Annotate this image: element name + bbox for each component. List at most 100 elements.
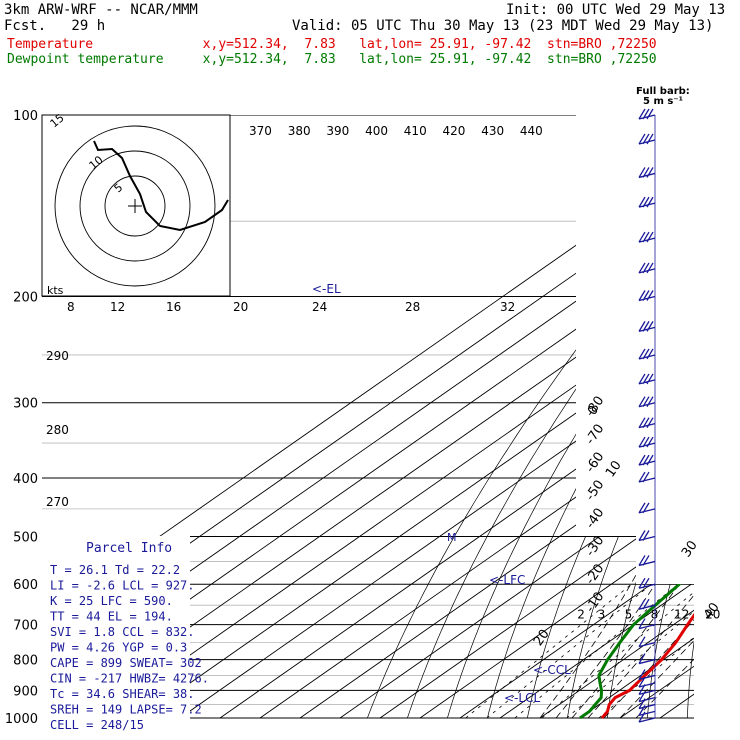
wind-barb bbox=[638, 471, 656, 483]
isotherm-line bbox=[419, 115, 694, 719]
isotherm-label: -40 bbox=[583, 505, 607, 531]
pressure-label: 300 bbox=[13, 397, 38, 412]
moist-adiabat bbox=[619, 296, 694, 719]
m-marker: M bbox=[447, 531, 457, 544]
mixing-ratio-label: 20 bbox=[705, 608, 720, 622]
dry-adiabat bbox=[647, 115, 694, 719]
wind-barb bbox=[638, 436, 656, 448]
isotherm-line bbox=[539, 115, 694, 719]
isotherm-label: -50 bbox=[583, 478, 607, 504]
isotherm-line bbox=[700, 115, 740, 718]
wind-barb bbox=[638, 691, 656, 703]
temp-axis-label: 24 bbox=[312, 300, 327, 314]
wind-barb bbox=[638, 502, 656, 514]
wind-barb bbox=[638, 262, 656, 274]
barb-legend-title: Full barb: bbox=[636, 86, 690, 97]
temp-axis-label: 20 bbox=[233, 300, 248, 314]
isotherm-label: 10 bbox=[603, 458, 625, 480]
pressure-label: 700 bbox=[13, 619, 38, 634]
mixing-ratio-label: 12 bbox=[674, 608, 689, 622]
theta-side-label: 270 bbox=[46, 495, 69, 509]
lcl-marker: <-LCL bbox=[504, 691, 540, 705]
theta-labels: 370 380 390 400 410 420 430 440 8 12 16 20 24 28 32 290… bbox=[43, 122, 543, 509]
wind-barb bbox=[638, 196, 656, 208]
init-time: Init: 00 UTC Wed 29 May 13 bbox=[506, 2, 726, 18]
mixing-ratio-labels: 2 3 5 8 12 20 bbox=[577, 608, 720, 622]
isotherm-label: -30 bbox=[583, 533, 607, 559]
temperature-legend: Temperature x,y=512.34, 7.83 lat,lon= 25… bbox=[7, 37, 657, 52]
isotherm-label: 30 bbox=[679, 538, 701, 560]
parcel-info-row: SVI = 1.8 CCL = 832. bbox=[50, 625, 195, 639]
parcel-info-row: CAPE = 899 SWEAT= 302 bbox=[50, 656, 202, 670]
isotherm-line bbox=[499, 115, 694, 719]
isotherm-line bbox=[619, 115, 694, 719]
theta-label: 440 bbox=[520, 124, 543, 138]
isotherm-label: -20 bbox=[583, 561, 607, 587]
hodograph-units: kts bbox=[47, 284, 64, 297]
wind-barb bbox=[638, 618, 656, 630]
theta-side-label: 280 bbox=[46, 423, 69, 437]
mixing-ratio-line bbox=[486, 583, 652, 719]
hodograph-ring bbox=[54, 125, 216, 287]
dry-adiabat bbox=[607, 115, 694, 719]
isotherm-line bbox=[219, 115, 694, 719]
theta-label: 420 bbox=[443, 124, 466, 138]
lfc-marker: <-LFC bbox=[489, 573, 525, 587]
isotherm-line bbox=[259, 115, 694, 719]
parcel-info-row: CIN = -217 HWBZ= 4276. bbox=[50, 672, 209, 686]
temp-axis-label: 32 bbox=[500, 300, 515, 314]
wind-barb bbox=[638, 348, 656, 360]
pressure-label: 900 bbox=[13, 684, 38, 699]
wind-barb bbox=[638, 108, 656, 120]
parcel-info-row: Tc = 34.6 SHEAR= 38. bbox=[50, 687, 195, 701]
theta-label: 370 bbox=[249, 124, 272, 138]
moist-adiabat bbox=[555, 296, 694, 719]
dry-adiabat bbox=[407, 115, 694, 719]
theta-label: 390 bbox=[326, 124, 349, 138]
ccl-marker: <-CCL bbox=[533, 663, 571, 677]
wind-barb bbox=[638, 231, 656, 243]
hodograph-ring bbox=[104, 175, 166, 237]
pressure-label: 100 bbox=[13, 109, 38, 124]
theta-label: 380 bbox=[288, 124, 311, 138]
el-marker: <-EL bbox=[312, 282, 341, 296]
wind-barb bbox=[638, 417, 656, 429]
wind-barb bbox=[638, 577, 656, 589]
parcel-info-row: LI = -2.6 LCL = 927. bbox=[50, 579, 195, 593]
isotherm-label: 20 bbox=[531, 627, 553, 649]
theta-label: 400 bbox=[365, 124, 388, 138]
pressure-label: 400 bbox=[13, 472, 38, 487]
isotherm-line bbox=[299, 115, 694, 719]
dry-adiabat bbox=[487, 115, 694, 719]
dry-adiabat bbox=[727, 115, 740, 718]
dry-adiabat bbox=[527, 115, 694, 719]
parcel-info-title: Parcel Info bbox=[86, 541, 172, 556]
wind-barb bbox=[638, 454, 656, 466]
wind-barb bbox=[638, 167, 656, 179]
pressure-axis: 100 200 300 400 500 600 700 800 900 1000 bbox=[5, 109, 38, 727]
wind-barb bbox=[638, 555, 656, 567]
isotherm-line bbox=[99, 115, 694, 719]
mixing-ratio-label: 2 bbox=[577, 608, 585, 622]
hodograph-trace bbox=[93, 140, 229, 232]
mixing-ratio-label: 3 bbox=[598, 608, 606, 622]
mixing-ratio-label: 5 bbox=[625, 608, 633, 622]
parcel-info-box bbox=[42, 536, 190, 730]
temp-axis-label: 8 bbox=[67, 300, 75, 314]
isotherm-line bbox=[139, 115, 694, 719]
theta-side-label: 290 bbox=[46, 349, 69, 363]
forecast-hour: Fcst. 29 h bbox=[4, 18, 106, 34]
isotherm-line bbox=[179, 115, 694, 719]
model-title: 3km ARW-WRF -- NCAR/MMM bbox=[4, 2, 198, 18]
temp-axis-label: 16 bbox=[166, 300, 181, 314]
pressure-label: 200 bbox=[13, 291, 38, 306]
wind-barb bbox=[638, 669, 656, 681]
parcel-info-rows: T = 26.1 Td = 22.2 LI = -2.6 LCL = 927.K … bbox=[50, 563, 209, 732]
isotherm-line bbox=[659, 115, 694, 719]
parcel-info-row: T = 26.1 Td = 22.2 bbox=[50, 563, 180, 577]
wind-barb bbox=[638, 636, 656, 648]
pressure-label: 500 bbox=[13, 530, 38, 545]
moist-adiabat bbox=[635, 296, 694, 719]
